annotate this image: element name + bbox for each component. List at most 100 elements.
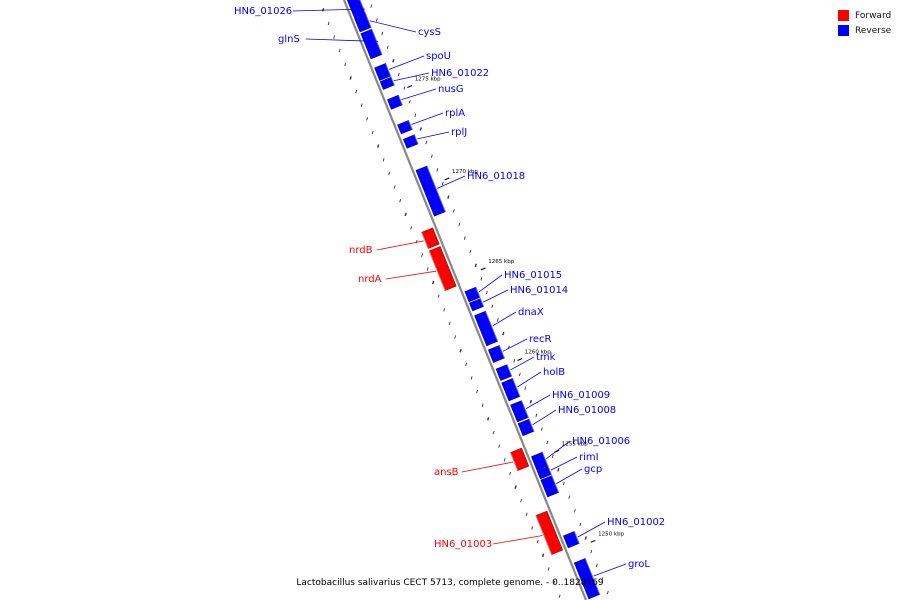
gene-label-HN6_01009[interactable]: HN6_01009 xyxy=(552,390,610,401)
track-mark xyxy=(492,430,495,435)
label-leader xyxy=(577,521,606,538)
gene-label-recR[interactable]: recR xyxy=(529,334,552,345)
gene-rplJ[interactable] xyxy=(403,134,419,149)
track-mark xyxy=(338,49,341,53)
gene-highlight xyxy=(512,378,521,397)
track-mark xyxy=(355,89,358,94)
track-mark xyxy=(562,481,565,486)
gene-highlight xyxy=(551,475,560,493)
label-leader xyxy=(417,131,450,140)
gene-label-glnS[interactable]: glnS xyxy=(278,34,300,45)
gene-label-rimI[interactable]: rimI xyxy=(579,452,599,463)
gene-rimI[interactable] xyxy=(536,466,552,480)
gene-label-rplA[interactable]: rplA xyxy=(445,108,465,119)
track-mark xyxy=(595,563,598,568)
gene-nusG[interactable] xyxy=(387,94,403,110)
gene-nrdA[interactable] xyxy=(428,246,457,292)
label-leader xyxy=(492,535,543,545)
gene-label-HN6_01014[interactable]: HN6_01014 xyxy=(510,285,568,296)
gene-label-HN6_01002[interactable]: HN6_01002 xyxy=(607,517,665,528)
scale-tick xyxy=(554,449,560,453)
track-mark xyxy=(601,577,604,581)
gene-gcp[interactable] xyxy=(540,475,560,498)
label-leader xyxy=(393,72,430,82)
gene-HN6_01014[interactable] xyxy=(469,298,485,312)
gene-label-dnaX[interactable]: dnaX xyxy=(518,307,544,318)
gene-nrdB[interactable] xyxy=(421,227,440,250)
track-mark xyxy=(540,427,543,431)
gene-glnS[interactable] xyxy=(360,28,383,60)
scale-tick xyxy=(517,358,523,361)
gene-label-HN6_01022[interactable]: HN6_01022 xyxy=(431,68,489,79)
label-leader xyxy=(532,409,557,426)
gene-label-spoU[interactable]: spoU xyxy=(426,51,451,62)
scale-tick-label: 1275 kbp xyxy=(415,76,441,82)
track-mark xyxy=(485,290,488,295)
label-leader xyxy=(593,563,627,577)
track-mark xyxy=(590,549,593,554)
track-mark xyxy=(503,458,506,462)
track-mark xyxy=(568,495,571,499)
gene-dnaX[interactable] xyxy=(474,310,499,347)
gene-label-gcp[interactable]: gcp xyxy=(584,464,602,475)
track-mark xyxy=(448,321,451,326)
genome-backbone xyxy=(342,0,588,600)
gene-label-HN6_01026[interactable]: HN6_01026 xyxy=(234,6,292,17)
gene-HN6_01008[interactable] xyxy=(517,418,535,437)
gene-label-cysS[interactable]: cysS xyxy=(418,27,441,38)
gene-label-ansB[interactable]: ansB xyxy=(434,467,459,478)
gene-HN6_01006[interactable] xyxy=(531,451,549,471)
scale-tick xyxy=(590,539,596,543)
track-mark xyxy=(542,553,545,558)
track-mark xyxy=(480,277,483,281)
track-mark xyxy=(502,331,505,336)
gene-highlight xyxy=(480,298,485,307)
genome-caption: Lactobacillus salivarius CECT 5713, comp… xyxy=(296,578,604,588)
track-mark xyxy=(410,226,413,230)
gene-HN6_01022[interactable] xyxy=(379,76,395,90)
gene-highlight xyxy=(408,120,413,130)
gene-label-nusG[interactable]: nusG xyxy=(438,84,464,95)
track-mark xyxy=(419,127,422,131)
label-leader xyxy=(550,456,578,471)
gene-HN6_01015[interactable] xyxy=(464,286,481,303)
gene-recR[interactable] xyxy=(487,344,505,363)
gene-tmk[interactable] xyxy=(495,364,513,381)
gene-label-HN6_01015[interactable]: HN6_01015 xyxy=(504,270,562,281)
gene-label-HN6_01008[interactable]: HN6_01008 xyxy=(558,405,616,416)
gene-HN6_01003[interactable] xyxy=(535,510,564,556)
track-mark xyxy=(514,485,517,489)
track-mark xyxy=(382,158,385,162)
track-mark xyxy=(536,539,539,544)
gene-label-nrdA[interactable]: nrdA xyxy=(358,274,382,285)
track-mark xyxy=(454,335,457,339)
gene-spoU[interactable] xyxy=(374,62,392,81)
gene-label-nrdB[interactable]: nrdB xyxy=(349,245,373,256)
gene-highlight xyxy=(390,76,396,86)
label-leader xyxy=(376,240,424,251)
track-mark xyxy=(509,471,512,476)
gene-label-HN6_01018[interactable]: HN6_01018 xyxy=(467,171,525,182)
gene-highlight xyxy=(421,232,429,249)
gene-groL[interactable] xyxy=(573,557,601,600)
track-mark xyxy=(366,117,369,121)
gene-label-HN6_01006[interactable]: HN6_01006 xyxy=(572,436,630,447)
gene-HN6_01018[interactable] xyxy=(415,165,446,217)
gene-label-tmk[interactable]: tmk xyxy=(536,352,556,363)
gene-label-rplJ[interactable]: rplJ xyxy=(451,127,467,138)
gene-label-groL[interactable]: groL xyxy=(628,559,650,570)
gene-highlight xyxy=(506,364,513,377)
track-mark xyxy=(425,140,428,145)
track-mark xyxy=(579,522,582,527)
label-leader xyxy=(556,468,583,484)
gene-label-HN6_01003[interactable]: HN6_01003 xyxy=(434,539,492,550)
gene-holB[interactable] xyxy=(501,377,521,402)
gene-HN6_01002[interactable] xyxy=(562,530,580,549)
gene-ansB[interactable] xyxy=(509,447,530,472)
gene-label-holB[interactable]: holB xyxy=(543,367,565,378)
label-leader xyxy=(517,371,542,388)
track-mark xyxy=(469,249,472,254)
gene-HN6_01009[interactable] xyxy=(510,400,529,423)
gene-rplA[interactable] xyxy=(397,119,413,135)
gene-cysS[interactable] xyxy=(354,14,372,33)
